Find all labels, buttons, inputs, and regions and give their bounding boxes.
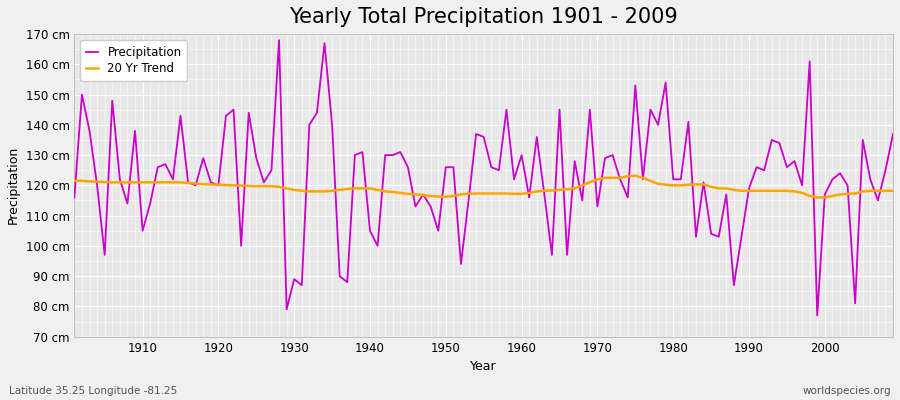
X-axis label: Year: Year — [471, 360, 497, 373]
Precipitation — [524, 195, 535, 200]
20 Yr Trend — [812, 195, 823, 200]
20 Yr Trend — [342, 186, 353, 191]
Precipitation — [887, 132, 898, 136]
Precipitation — [274, 38, 284, 42]
20 Yr Trend — [508, 192, 519, 196]
Text: worldspecies.org: worldspecies.org — [803, 386, 891, 396]
Precipitation — [130, 128, 140, 133]
Line: 20 Yr Trend: 20 Yr Trend — [75, 176, 893, 198]
20 Yr Trend — [296, 188, 307, 193]
20 Yr Trend — [69, 178, 80, 183]
Line: Precipitation: Precipitation — [75, 40, 893, 316]
Precipitation — [304, 122, 315, 127]
20 Yr Trend — [887, 188, 898, 193]
20 Yr Trend — [130, 180, 140, 185]
Legend: Precipitation, 20 Yr Trend: Precipitation, 20 Yr Trend — [80, 40, 187, 81]
Title: Yearly Total Precipitation 1901 - 2009: Yearly Total Precipitation 1901 - 2009 — [289, 7, 678, 27]
20 Yr Trend — [630, 173, 641, 178]
Precipitation — [812, 313, 823, 318]
Precipitation — [615, 177, 626, 182]
Y-axis label: Precipitation: Precipitation — [7, 146, 20, 224]
Precipitation — [69, 195, 80, 200]
20 Yr Trend — [517, 192, 527, 196]
Precipitation — [517, 153, 527, 158]
20 Yr Trend — [608, 175, 618, 180]
Text: Latitude 35.25 Longitude -81.25: Latitude 35.25 Longitude -81.25 — [9, 386, 177, 396]
Precipitation — [349, 153, 360, 158]
